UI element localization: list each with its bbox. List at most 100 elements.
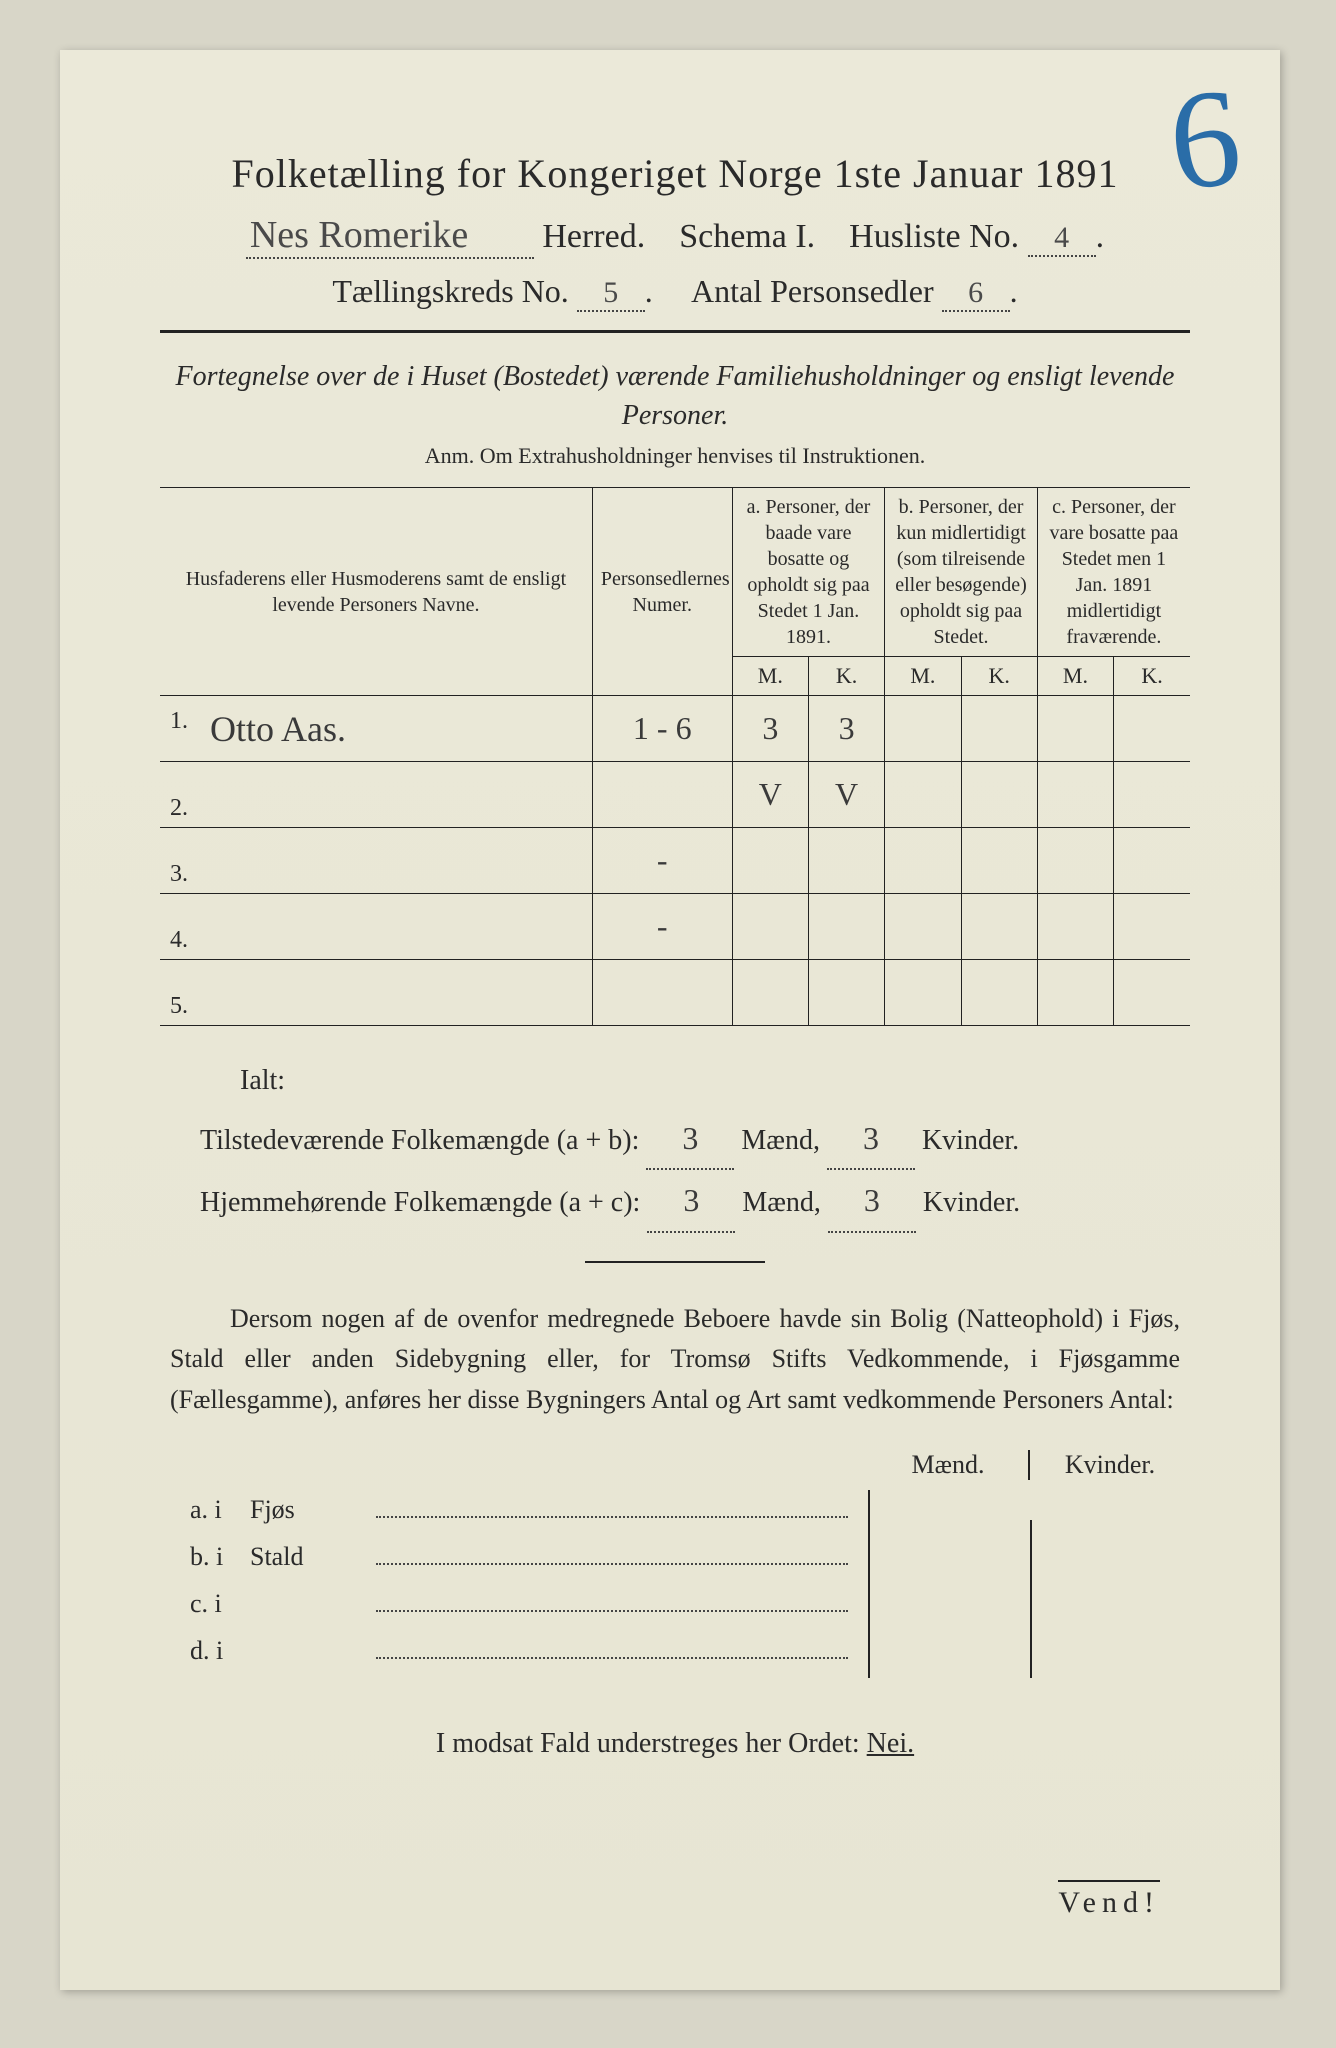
building-row: d. i [160, 1631, 848, 1666]
col-header-c: c. Personer, der vare bosatte paa Stedet… [1037, 488, 1190, 657]
building-head-maend: Mænd. [868, 1450, 1028, 1480]
cell-b-k [961, 696, 1037, 762]
cell-numer [592, 762, 732, 828]
cell-a-k [808, 960, 884, 1026]
building-section: Mænd. Kvinder. a. iFjøsb. iStaldc. id. i [160, 1450, 1190, 1678]
cell-a-m [732, 960, 808, 1026]
cell-b-m [885, 828, 961, 894]
nei-underlined: Nei. [867, 1728, 914, 1759]
building-row-label: a. i [160, 1495, 250, 1525]
intro-text: Fortegnelse over de i Huset (Bostedet) v… [160, 357, 1190, 435]
table-row: 5. [160, 960, 1190, 1026]
cell-b-m [885, 762, 961, 828]
building-row-kind: Fjøs [250, 1495, 370, 1525]
cell-c-k [1114, 762, 1190, 828]
cell-b-m [885, 894, 961, 960]
cell-b-k [961, 762, 1037, 828]
building-row-label: d. i [160, 1636, 250, 1666]
building-col-maend [870, 1490, 1030, 1678]
personsedler-label: Antal Personsedler [691, 273, 934, 309]
ialt-ac-m: 3 [647, 1170, 735, 1233]
ialt-ab-m: 3 [646, 1108, 734, 1171]
cell-numer [592, 960, 732, 1026]
building-row-kind: Stald [250, 1542, 370, 1572]
kreds-no-field: 5 [577, 276, 645, 312]
col-header-names: Husfaderens eller Husmoderens samt de en… [160, 488, 592, 696]
ialt-block: Ialt: Tilstedeværende Folkemængde (a + b… [160, 1054, 1190, 1233]
census-table: Husfaderens eller Husmoderens samt de en… [160, 487, 1190, 1026]
husliste-label: Husliste No. [849, 218, 1019, 255]
table-row: 3.- [160, 828, 1190, 894]
building-row-label: c. i [160, 1589, 250, 1619]
ialt-ab-k: 3 [827, 1108, 915, 1171]
col-c-k: K. [1114, 657, 1190, 696]
col-header-nummer: Personsedlernes Numer. [592, 488, 732, 696]
ialt-line-ab: Tilstedeværende Folkemængde (a + b): 3 M… [200, 1108, 1190, 1171]
table-row: 4.- [160, 894, 1190, 960]
building-row-dots [376, 1631, 848, 1659]
schema-label: Schema I. [679, 218, 815, 255]
cell-c-m [1037, 762, 1113, 828]
building-row-label: b. i [160, 1542, 250, 1572]
cell-b-m [885, 696, 961, 762]
vend-label: Vend! [1058, 1880, 1160, 1920]
cell-a-m: V [732, 762, 808, 828]
kreds-label: Tællingskreds No. [332, 273, 568, 309]
cell-c-m [1037, 960, 1113, 1026]
cell-b-k [961, 894, 1037, 960]
herred-name-field: Nes Romerike [246, 213, 534, 259]
cell-name: 5. [160, 960, 592, 1026]
cell-c-k [1114, 894, 1190, 960]
col-c-m: M. [1037, 657, 1113, 696]
col-a-k: K. [808, 657, 884, 696]
ialt-ac-k: 3 [828, 1170, 916, 1233]
anm-text: Anm. Om Extrahusholdninger henvises til … [160, 443, 1190, 469]
cell-c-m [1037, 894, 1113, 960]
cell-a-k [808, 894, 884, 960]
herred-label: Herred. [542, 218, 645, 255]
ialt-line-ac: Hjemmehørende Folkemængde (a + c): 3 Mæn… [200, 1170, 1190, 1233]
cell-c-k [1114, 960, 1190, 1026]
cell-name: 4. [160, 894, 592, 960]
page-title: Folketælling for Kongeriget Norge 1ste J… [160, 150, 1190, 197]
cell-a-k [808, 828, 884, 894]
final-line: I modsat Fald understreges her Ordet: Ne… [160, 1728, 1190, 1760]
cell-a-m: 3 [732, 696, 808, 762]
cell-c-k [1114, 828, 1190, 894]
building-row-dots [376, 1584, 848, 1612]
col-header-a: a. Personer, der baade vare bosatte og o… [732, 488, 885, 657]
building-row: a. iFjøs [160, 1490, 848, 1525]
short-divider [585, 1261, 765, 1263]
census-form-page: 6 Folketælling for Kongeriget Norge 1ste… [60, 50, 1280, 1990]
building-paragraph: Dersom nogen af de ovenfor medregnede Be… [160, 1299, 1190, 1420]
building-head-kvinder: Kvinder. [1028, 1450, 1190, 1480]
building-row: b. iStald [160, 1537, 848, 1572]
table-row: 2.VV [160, 762, 1190, 828]
cell-b-m [885, 960, 961, 1026]
building-col-kvinder [1030, 1490, 1190, 1678]
ialt-label: Ialt: [240, 1054, 310, 1107]
cell-b-k [961, 828, 1037, 894]
page-number-handwritten: 6 [1164, 67, 1246, 213]
col-b-m: M. [885, 657, 961, 696]
cell-name: 1.Otto Aas. [160, 696, 592, 762]
husliste-no-field: 4 [1028, 221, 1096, 257]
cell-c-m [1037, 828, 1113, 894]
cell-name: 3. [160, 828, 592, 894]
building-row: c. i [160, 1584, 848, 1619]
cell-c-k [1114, 696, 1190, 762]
col-header-b: b. Personer, der kun midlertidigt (som t… [885, 488, 1038, 657]
cell-numer: 1 - 6 [592, 696, 732, 762]
cell-b-k [961, 960, 1037, 1026]
table-row: 1.Otto Aas.1 - 633 [160, 696, 1190, 762]
cell-numer: - [592, 894, 732, 960]
cell-a-k: 3 [808, 696, 884, 762]
kreds-line: Tællingskreds No. 5. Antal Personsedler … [160, 273, 1190, 312]
herred-line: Nes Romerike Herred. Schema I. Husliste … [160, 213, 1190, 259]
cell-name: 2. [160, 762, 592, 828]
col-b-k: K. [961, 657, 1037, 696]
building-row-dots [376, 1537, 848, 1565]
col-a-m: M. [732, 657, 808, 696]
cell-a-m [732, 894, 808, 960]
cell-numer: - [592, 828, 732, 894]
